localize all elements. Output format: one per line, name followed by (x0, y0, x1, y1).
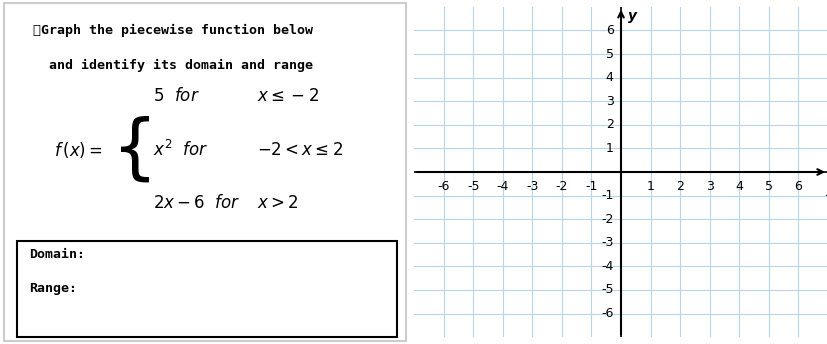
Text: Domain:: Domain: (29, 248, 85, 261)
Text: $f\,(x) =$: $f\,(x) =$ (54, 140, 103, 160)
Text: -2: -2 (600, 213, 613, 226)
Text: -3: -3 (600, 236, 613, 249)
Text: $2x-6$  $for$: $2x-6$ $for$ (153, 194, 241, 212)
Text: 5: 5 (764, 180, 772, 193)
Text: 5: 5 (605, 47, 613, 61)
Text: $5$  $for$: $5$ $for$ (153, 87, 200, 105)
Text: -1: -1 (600, 189, 613, 202)
Text: -5: -5 (600, 283, 613, 297)
Text: 4: 4 (734, 180, 743, 193)
Text: 6: 6 (794, 180, 801, 193)
Text: $x \leq -2$: $x \leq -2$ (256, 87, 318, 105)
Text: -1: -1 (585, 180, 597, 193)
Text: 4: 4 (605, 71, 613, 84)
Text: 3: 3 (605, 95, 613, 108)
Text: -4: -4 (600, 260, 613, 273)
Text: -6: -6 (600, 307, 613, 320)
Text: y: y (628, 9, 637, 23)
Text: 6: 6 (605, 24, 613, 37)
Text: 1: 1 (646, 180, 653, 193)
Text: $-2 < x \leq 2$: $-2 < x \leq 2$ (256, 141, 342, 159)
Text: -3: -3 (525, 180, 538, 193)
Text: 2: 2 (676, 180, 683, 193)
Text: and identify its domain and range: and identify its domain and range (33, 58, 313, 72)
Text: -4: -4 (496, 180, 509, 193)
Text: ④Graph the piecewise function below: ④Graph the piecewise function below (33, 24, 313, 37)
Text: Range:: Range: (29, 282, 77, 295)
Text: $x^2$  $for$: $x^2$ $for$ (153, 140, 208, 160)
Text: 1: 1 (605, 142, 613, 155)
Text: $x > 2$: $x > 2$ (256, 194, 298, 212)
Text: 2: 2 (605, 118, 613, 131)
Text: 3: 3 (705, 180, 713, 193)
Text: -2: -2 (555, 180, 567, 193)
Text: -6: -6 (437, 180, 449, 193)
FancyBboxPatch shape (17, 241, 397, 337)
Text: x: x (824, 185, 827, 199)
Text: {: { (112, 115, 158, 184)
Text: -5: -5 (466, 180, 479, 193)
